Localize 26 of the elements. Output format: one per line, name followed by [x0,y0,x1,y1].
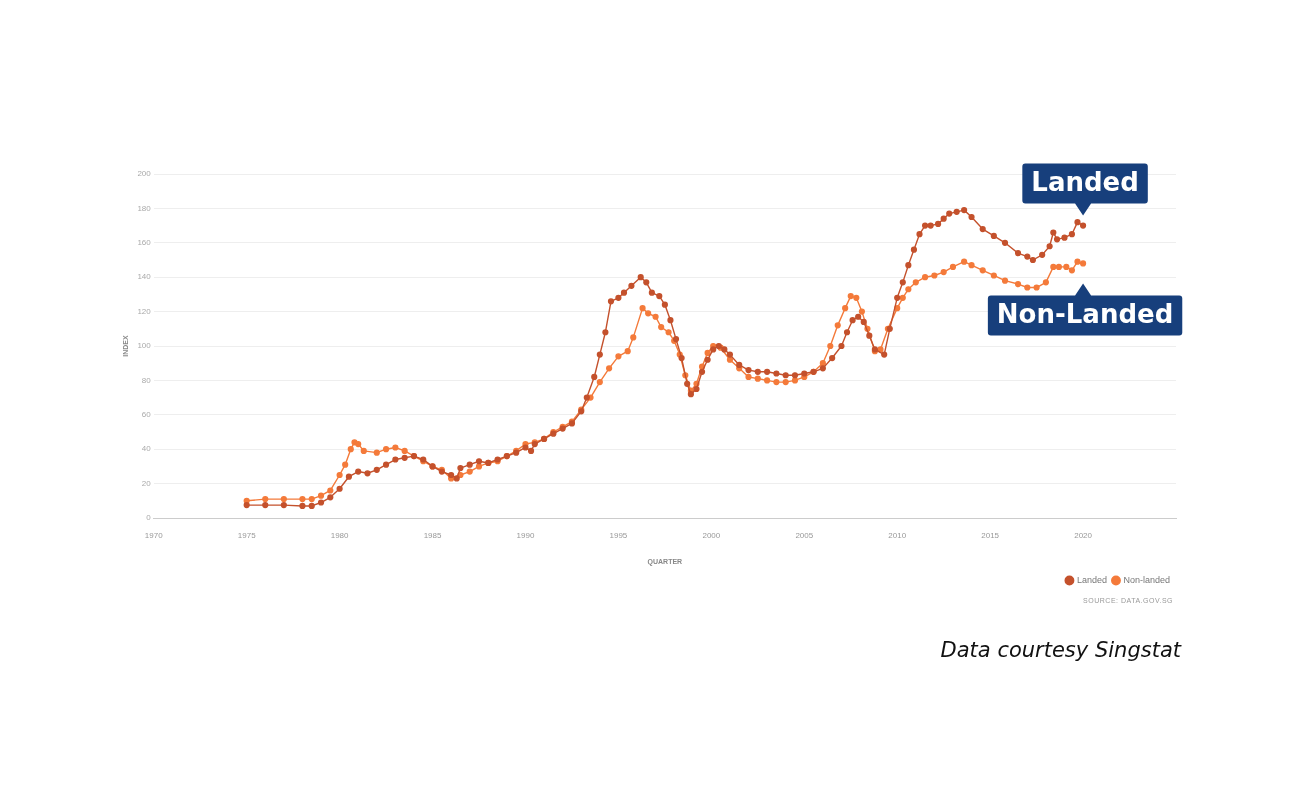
y-tick-label: 120 [137,306,152,316]
y-tick-label: 140 [137,272,152,282]
y-tick-label: 100 [137,341,152,351]
x-tick-label: 1975 [237,531,257,540]
x-tick-label: 2015 [981,531,1000,540]
x-tick-label: 1970 [144,531,164,540]
x-tick-label: 2000 [702,531,721,540]
y-tick-label: 80 [141,375,152,385]
y-tick-label: 60 [141,410,152,419]
x-tick-label: 2005 [795,531,814,540]
y-tick-label: 200 [137,169,152,179]
annotation: Non-Landed [996,299,1174,330]
x-tick-label: 1995 [609,531,628,540]
x-tick-label: 2020 [1074,531,1093,540]
y-tick-label: 40 [141,444,152,454]
y-tick-label: 180 [137,203,152,213]
x-tick-label: 1980 [330,531,350,540]
y-tick-label: 20 [141,478,152,488]
x-tick-label: 1985 [423,531,442,540]
x-tick-label: 2010 [888,531,907,540]
text: Data courtesy Singstat [940,638,1181,662]
legend-label: Landed [1076,574,1107,585]
annotation: Landed [1031,167,1139,198]
y-tick-label: 160 [137,238,152,247]
x-tick-label: 1990 [516,531,535,540]
legend-label: Non-landed [1123,574,1171,585]
